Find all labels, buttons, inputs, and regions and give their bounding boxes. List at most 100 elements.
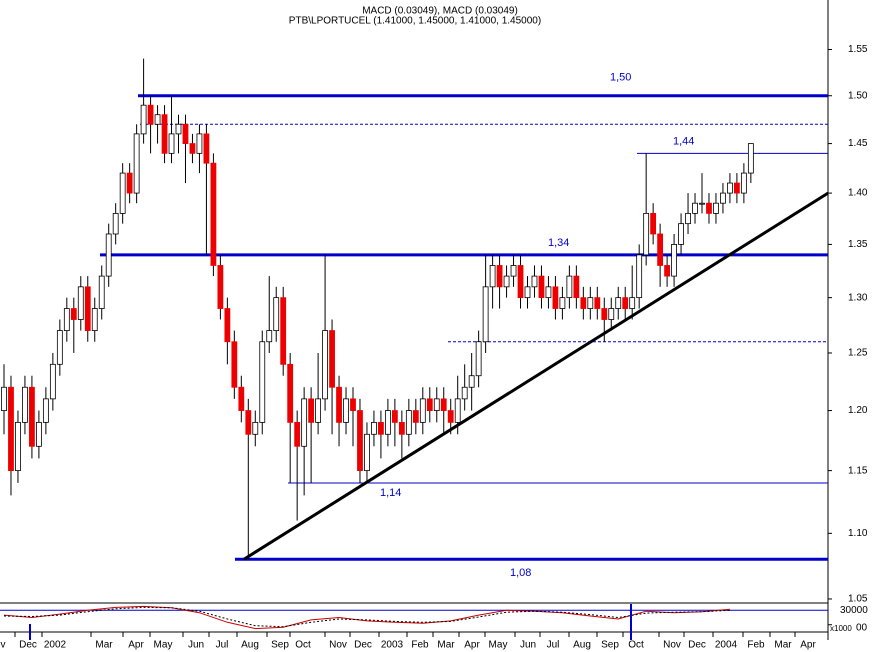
candle-body [203,133,210,164]
candle-body [594,297,601,309]
candle-body [245,410,252,435]
y-tick-label: 1.25 [848,348,868,359]
level-label: 1,44 [673,135,694,147]
candle-body [22,386,28,423]
level-label: 1,08 [510,567,531,579]
macd-line [3,606,730,628]
x-tick-label: Feb [747,640,765,651]
macd-unit: x1000 [830,624,852,633]
level-label: 1,50 [610,72,631,84]
candle-body [259,341,266,423]
candle-body [405,410,412,435]
candle-body [42,398,49,423]
candle-body [650,212,657,235]
candle-body [105,233,112,277]
candle-body [475,341,482,377]
candle-body [454,398,461,423]
candle-body [98,275,105,309]
candle-body [419,398,426,423]
candle-body [175,123,182,135]
candle-body [608,308,615,320]
x-tick-label: Jul [216,640,229,651]
candle-body [601,308,608,320]
candle-body [510,265,517,277]
candle-body [301,398,308,447]
candle-body [371,421,377,435]
candle-body [531,275,538,288]
candle-body [364,433,370,472]
candle-body [84,286,91,331]
candle-body [384,410,391,435]
candle-body [622,297,629,309]
candle-body [664,265,670,277]
candle-body [587,297,594,309]
x-tick-label: Sep [601,640,619,651]
candle-body [294,421,301,447]
x-tick-label: Mar [437,640,455,651]
candle-body [552,286,559,309]
candle-body [671,243,677,277]
x-tick-label: Oct [295,640,311,651]
y-tick-label: 1.05 [848,594,868,605]
x-tick-label: Apr [128,640,144,651]
x-tick-label: Feb [411,640,429,651]
candle-body [545,286,552,299]
candle-body [559,297,566,309]
candle-body [391,410,398,423]
candle-body [77,286,84,320]
x-tick-label: Aug [241,640,259,651]
candle-body [287,363,294,423]
candle-body [29,386,35,447]
candle-body [496,265,503,288]
x-tick-label: Nov [329,640,347,651]
candle-body [678,223,684,245]
candle-body [266,330,273,343]
candle-body [350,398,356,411]
candle-body [336,386,342,423]
y-tick-label: 1.50 [848,90,868,101]
macd-line [3,605,730,630]
candle-body [273,297,280,331]
y-tick-label: 1.35 [848,239,868,250]
x-tick-label: Jun [188,640,204,651]
candle-body [517,265,524,299]
x-tick-label: Jul [547,640,560,651]
x-tick-label: Apr [464,640,480,651]
candle-body [329,330,335,388]
y-tick-label: 1.10 [848,528,868,539]
x-tick-label: 2004 [715,640,738,651]
candle-body [119,172,126,214]
x-tick-label: Sep [271,640,289,651]
candle-body [426,398,433,411]
candle-body [692,202,698,214]
x-tick-label: 2002 [44,640,67,651]
candle-body [168,133,175,154]
candle-body [308,398,315,423]
candle-body [1,386,7,411]
candle-body [224,308,231,343]
candle-body [231,341,238,388]
chart-title: PTB\LPORTUCEL (1.41000, 1.45000, 1.41000… [289,16,541,27]
x-tick-label: May [154,640,173,651]
candle-body [189,143,196,154]
macd-tick-label: 30000 [840,605,868,616]
x-tick-label: 2003 [381,640,404,651]
candle-body [36,421,42,447]
candle-body [573,275,580,299]
candle-body [140,104,147,135]
candle-body [126,172,133,194]
x-tick-label: Mar [95,640,113,651]
candle-body [503,275,510,288]
x-tick-label: Jun [520,640,536,651]
candle-body [740,172,747,194]
x-tick-label: Dec [19,640,37,651]
x-tick-label: Mar [774,640,792,651]
candle-body [699,202,705,205]
y-tick-label: 1.15 [848,465,868,476]
candle-body [56,330,63,365]
candle-body [196,133,203,154]
candle-body [447,410,454,423]
